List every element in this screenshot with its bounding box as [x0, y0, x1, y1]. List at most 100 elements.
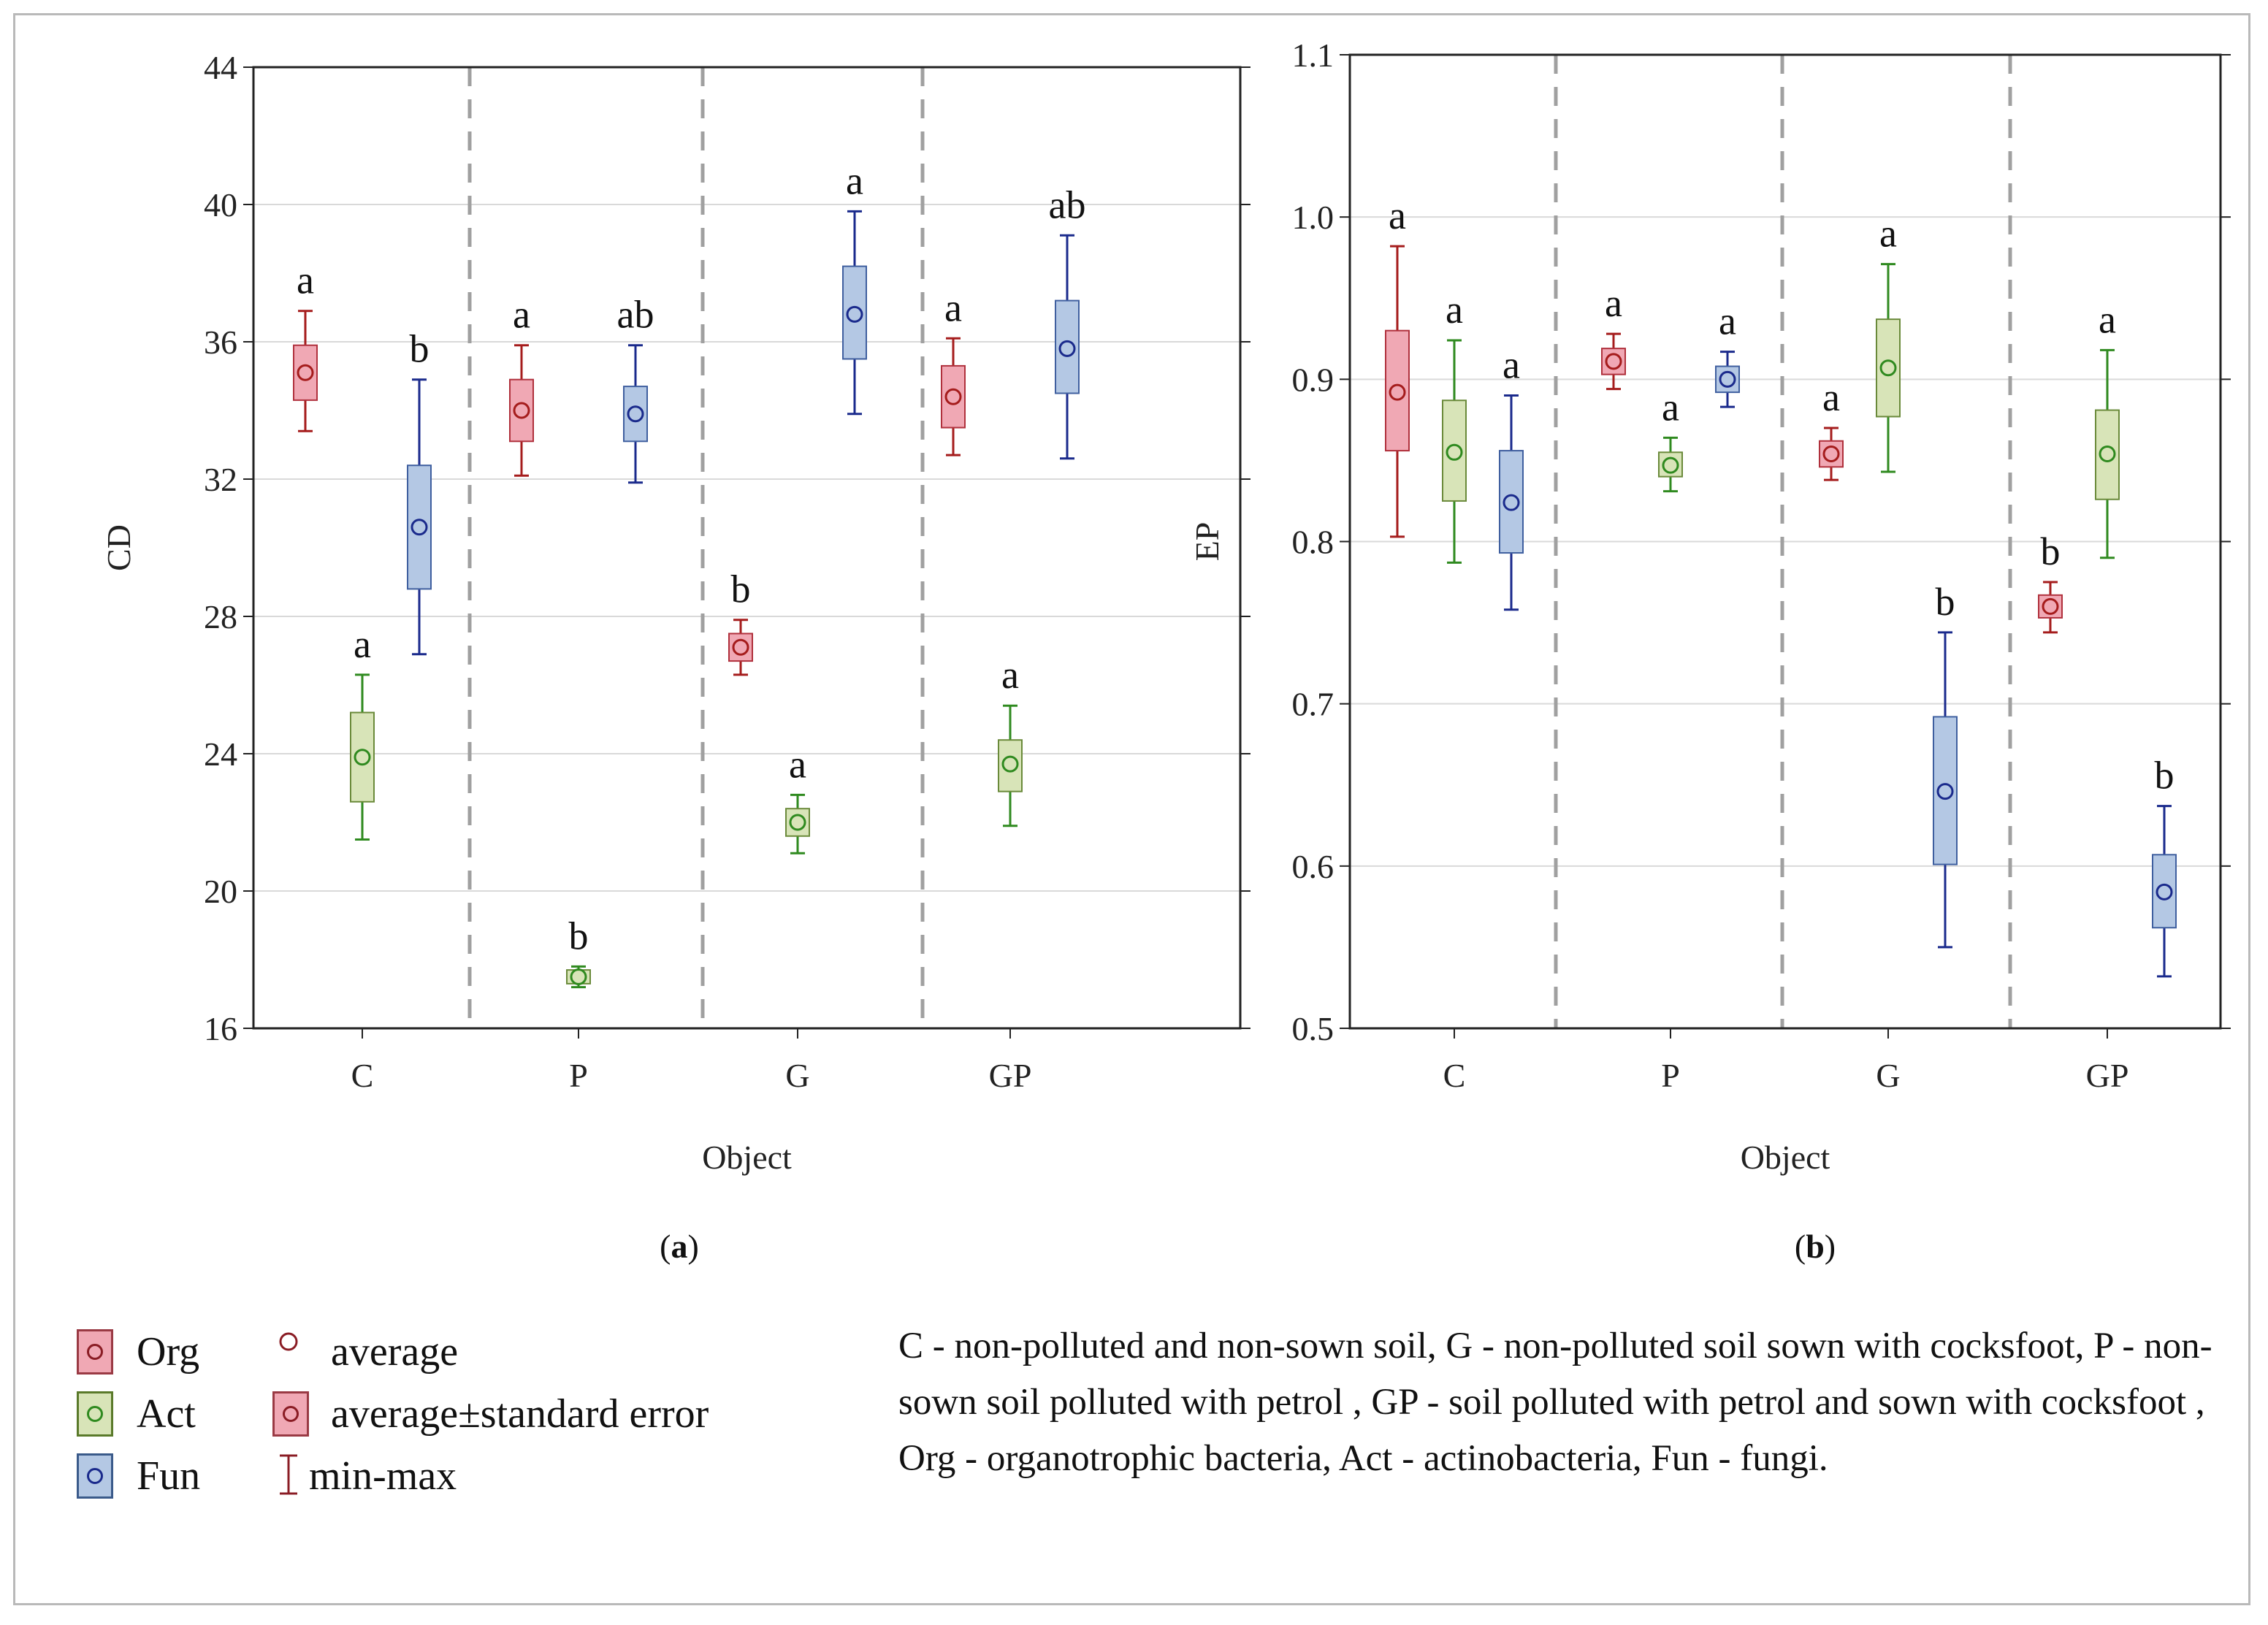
box-fun-c: a [1499, 343, 1524, 611]
box-org-c: a [1385, 194, 1410, 538]
x-tick-label: G [1876, 1057, 1900, 1094]
mean-marker [2156, 883, 2173, 901]
mean-marker [2099, 446, 2116, 463]
significance-letter: a [1879, 212, 1897, 256]
y-axis-label: CD [100, 524, 137, 571]
significance-letter: a [1605, 281, 1622, 325]
mean-marker [1822, 446, 1840, 463]
chart-panel-b: 0.50.60.70.80.91.01.1C P G GPEPObjectaaabaa… [1188, 37, 2231, 1176]
box-fun-c: b [407, 327, 432, 656]
box-fun-gp: ab [1049, 183, 1086, 460]
box-fun-p: ab [617, 293, 654, 484]
significance-letter: b [1936, 580, 1955, 624]
box-org-gp: b [2038, 529, 2063, 634]
mean-marker [627, 405, 644, 423]
mean-marker [1719, 370, 1736, 388]
figure-frame [13, 13, 2250, 1605]
mean-marker [1879, 359, 1897, 377]
mean-marker [513, 402, 530, 419]
significance-letter: a [1822, 375, 1840, 419]
mean-marker [1389, 383, 1406, 401]
caption-b-letter: b [1806, 1228, 1825, 1265]
y-tick-label: 40 [204, 186, 237, 223]
plot-area-frame [252, 66, 1242, 1030]
box-act-p: a [1658, 385, 1683, 493]
y-tick-label: 36 [204, 324, 237, 361]
legend-average-icon [279, 1332, 298, 1351]
box-org-g: a [1819, 375, 1844, 481]
mean-marker [2042, 597, 2059, 615]
box-org-gp: a [941, 286, 966, 456]
significance-letter: b [731, 567, 751, 611]
y-tick-label: 32 [204, 461, 237, 498]
box-act-p: b [566, 914, 591, 989]
y-tick-label: 0.8 [1292, 524, 1335, 561]
significance-letter: a [354, 622, 371, 666]
legend-label-act: Act [137, 1391, 196, 1437]
se-box [293, 344, 318, 401]
y-tick-label: 0.5 [1292, 1010, 1335, 1047]
y-tick-label: 44 [204, 49, 237, 86]
box-org-p: a [509, 293, 534, 477]
y-tick-label: 0.7 [1292, 686, 1335, 723]
mean-marker [1503, 494, 1520, 511]
significance-letter: a [789, 742, 806, 786]
mean-marker [846, 305, 863, 323]
caption-a-letter: a [671, 1228, 688, 1265]
x-tick-label: P [569, 1057, 588, 1094]
significance-letter: a [1446, 288, 1463, 332]
box-act-c: a [350, 622, 375, 841]
box-fun-gp: b [2152, 754, 2177, 978]
significance-letter: a [1719, 299, 1736, 343]
legend-label-average: average [331, 1329, 459, 1374]
box-org-p: a [1601, 281, 1626, 391]
box-org-g: b [728, 567, 753, 676]
significance-letter: ab [1049, 183, 1086, 226]
significance-letter: a [846, 158, 863, 202]
mean-marker [1605, 353, 1622, 370]
x-axis-label: Object [1741, 1139, 1830, 1176]
x-tick-label: GP [2086, 1057, 2129, 1094]
legend-label-fun: Fun [137, 1453, 201, 1499]
x-tick-label: C [351, 1057, 374, 1094]
mean-marker [1058, 340, 1076, 357]
mean-marker [944, 388, 962, 405]
footnote: C - non-polluted and non-sown soil, G - … [898, 1326, 2212, 1479]
box-act-g: a [785, 742, 810, 854]
mean-marker [1936, 783, 1954, 800]
box-act-c: a [1442, 288, 1467, 564]
plot-area-frame [1348, 53, 2222, 1030]
box-act-g: a [1876, 212, 1901, 473]
mean-marker [732, 638, 749, 656]
caption-panel-a: (a) [660, 1228, 699, 1265]
legend-swatch-act [77, 1391, 113, 1437]
y-tick-label: 1.1 [1292, 37, 1335, 74]
significance-letter: ab [617, 293, 654, 337]
x-tick-label: P [1661, 1057, 1680, 1094]
mean-marker [1662, 456, 1679, 474]
mean-marker [411, 519, 428, 536]
y-tick-label: 24 [204, 735, 237, 773]
x-tick-label: G [785, 1057, 809, 1094]
significance-letter: a [1503, 343, 1520, 387]
mean-marker [570, 968, 587, 985]
significance-letter: b [2041, 529, 2061, 573]
y-axis-label: EP [1188, 522, 1226, 562]
box-fun-g: a [842, 158, 867, 416]
legend-swatch-org [77, 1329, 113, 1374]
y-tick-label: 1.0 [1292, 199, 1335, 236]
x-tick-label: C [1443, 1057, 1466, 1094]
significance-letter: a [297, 259, 314, 302]
x-tick-label: GP [989, 1057, 1032, 1094]
legend-se-icon [272, 1391, 309, 1437]
significance-letter: b [410, 327, 429, 371]
mean-marker [297, 364, 314, 381]
significance-letter: a [2099, 297, 2116, 341]
mean-marker [1446, 443, 1463, 461]
y-tick-label: 0.9 [1292, 361, 1335, 398]
significance-letter: a [1389, 194, 1406, 237]
y-tick-label: 0.6 [1292, 848, 1335, 885]
box-act-gp: a [998, 653, 1023, 827]
